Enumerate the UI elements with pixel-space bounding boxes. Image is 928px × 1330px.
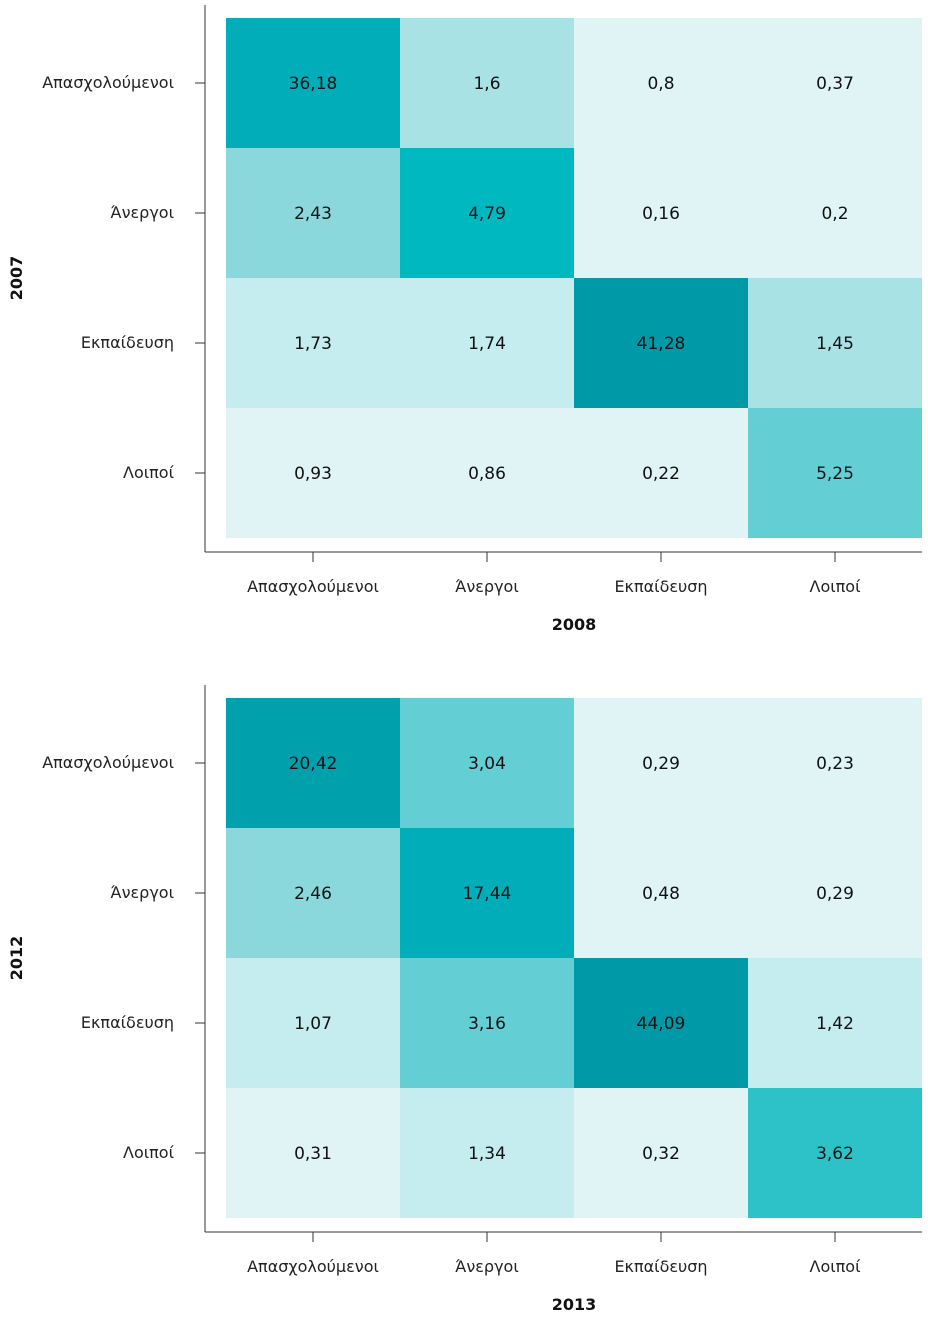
- heatmap-cell: [748, 18, 922, 148]
- heatmap-cell: [226, 278, 400, 408]
- cell-value-label: 0,29: [816, 884, 854, 904]
- heatmap-cell: [574, 958, 748, 1088]
- y-tick-label: Λοιποί: [123, 1143, 175, 1162]
- cell-value-label: 1,34: [468, 1144, 506, 1164]
- cell-value-label: 0,32: [642, 1144, 680, 1164]
- heatmap-cell: [226, 958, 400, 1088]
- cell-value-label: 0,23: [816, 754, 854, 774]
- heatmap-cell: [226, 698, 400, 828]
- cell-value-label: 2,46: [294, 884, 332, 904]
- cell-value-label: 0,31: [294, 1144, 332, 1164]
- heatmap-cell: [400, 18, 574, 148]
- x-axis-title: 2013: [552, 1295, 597, 1314]
- heatmap-cell: [226, 18, 400, 148]
- cell-value-label: 0,37: [816, 74, 854, 94]
- cell-value-label: 20,42: [289, 754, 338, 774]
- heatmap-cell: [574, 148, 748, 278]
- heatmap-cell: [748, 1088, 922, 1218]
- heatmap-cell: [574, 828, 748, 958]
- cell-value-label: 41,28: [637, 334, 686, 354]
- heatmap-cell: [748, 958, 922, 1088]
- cell-value-label: 0,22: [642, 464, 680, 484]
- cell-value-label: 0,86: [468, 464, 506, 484]
- x-tick-label: Λοιποί: [810, 1257, 862, 1276]
- y-tick-label: Εκπαίδευση: [81, 1013, 174, 1032]
- x-tick-label: Άνεργοι: [455, 577, 519, 596]
- cell-value-label: 0,93: [294, 464, 332, 484]
- x-tick-label: Εκπαίδευση: [614, 1257, 707, 1276]
- x-tick-label: Άνεργοι: [455, 1257, 519, 1276]
- cell-value-label: 36,18: [289, 74, 338, 94]
- y-tick-label: Άνεργοι: [111, 203, 175, 222]
- heatmap-cell: [400, 1088, 574, 1218]
- cell-value-label: 44,09: [637, 1014, 686, 1034]
- heatmap-cell: [574, 1088, 748, 1218]
- cell-value-label: 0,48: [642, 884, 680, 904]
- y-tick-label: Άνεργοι: [111, 883, 175, 902]
- heatmap-cell: [400, 698, 574, 828]
- heatmap-cell: [574, 18, 748, 148]
- x-tick-label: Εκπαίδευση: [614, 577, 707, 596]
- cell-value-label: 1,74: [468, 334, 506, 354]
- y-tick-label: Απασχολούμενοι: [42, 753, 174, 772]
- heatmap-cell: [748, 828, 922, 958]
- cell-value-label: 1,07: [294, 1014, 332, 1034]
- heatmap-cell: [400, 828, 574, 958]
- heatmap-cell: [400, 148, 574, 278]
- y-tick-label: Λοιποί: [123, 463, 175, 482]
- heatmap-chart-2: 20,42 3,04 0,29 0,23 2,46 17,44 0,48 0,29 1,07 3,…: [0, 680, 928, 1330]
- heatmap-cell: [574, 278, 748, 408]
- cell-value-label: 2,43: [294, 204, 332, 224]
- heatmap-cell: [226, 1088, 400, 1218]
- cell-value-label: 17,44: [463, 884, 512, 904]
- heatmap-cell: [400, 958, 574, 1088]
- cell-value-label: 1,6: [473, 74, 500, 94]
- heatmap-1-svg: 36,18 1,6 0,8 0,37 2,43 4,79 0,16 0,2 1,73 1,74 41…: [7, 5, 922, 634]
- heatmap-cell: [226, 828, 400, 958]
- heatmap-cell: [400, 278, 574, 408]
- heatmap-cell: [748, 698, 922, 828]
- heatmap-cell: [748, 148, 922, 278]
- x-tick-label: Απασχολούμενοι: [247, 577, 379, 596]
- y-axis-title: 2007: [7, 256, 26, 301]
- y-tick-label: Απασχολούμενοι: [42, 73, 174, 92]
- y-axis-title: 2012: [7, 936, 26, 981]
- cell-value-label: 3,62: [816, 1144, 854, 1164]
- x-axis-title: 2008: [552, 615, 597, 634]
- heatmap-cell: [226, 408, 400, 538]
- cell-value-label: 1,45: [816, 334, 854, 354]
- heatmap-cell: [400, 408, 574, 538]
- cell-value-label: 0,29: [642, 754, 680, 774]
- x-tick-label: Απασχολούμενοι: [247, 1257, 379, 1276]
- cell-value-label: 5,25: [816, 464, 854, 484]
- heatmap-cell: [574, 698, 748, 828]
- cell-value-label: 0,16: [642, 204, 680, 224]
- y-tick-label: Εκπαίδευση: [81, 333, 174, 352]
- cell-value-label: 0,8: [647, 74, 674, 94]
- cell-value-label: 3,16: [468, 1014, 506, 1034]
- heatmap-cell: [748, 408, 922, 538]
- cell-value-label: 3,04: [468, 754, 506, 774]
- cell-value-label: 4,79: [468, 204, 506, 224]
- heatmap-chart-1: 36,18 1,6 0,8 0,37 2,43 4,79 0,16 0,2 1,73 1,74 41…: [0, 0, 928, 650]
- heatmap-cell: [748, 278, 922, 408]
- heatmap-2-svg: 20,42 3,04 0,29 0,23 2,46 17,44 0,48 0,29 1,07 3,…: [7, 685, 922, 1314]
- cell-value-label: 1,42: [816, 1014, 854, 1034]
- cell-value-label: 0,2: [821, 204, 848, 224]
- x-tick-label: Λοιποί: [810, 577, 862, 596]
- cell-value-label: 1,73: [294, 334, 332, 354]
- heatmap-cell: [574, 408, 748, 538]
- heatmap-cell: [226, 148, 400, 278]
